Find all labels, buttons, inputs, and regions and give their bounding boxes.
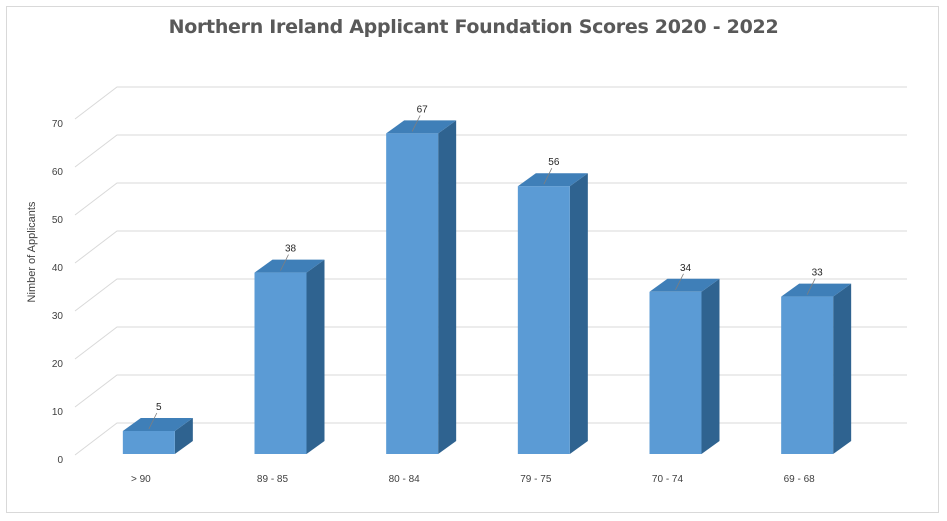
y-tick-label: 30	[52, 311, 64, 322]
bar	[386, 133, 439, 454]
x-tick-label: > 90	[131, 474, 151, 485]
data-label: 33	[812, 268, 824, 279]
bar	[649, 291, 702, 454]
gridline	[74, 134, 907, 168]
gridline	[74, 326, 907, 360]
data-label-leader	[148, 412, 158, 430]
bar-side	[569, 173, 588, 454]
data-label: 5	[156, 402, 162, 413]
x-tick-label: 80 - 84	[389, 474, 421, 485]
data-label: 67	[417, 104, 429, 115]
bar	[517, 186, 570, 454]
bar-top	[122, 418, 193, 431]
gridline	[74, 182, 907, 216]
bar	[781, 296, 834, 454]
bar-top	[386, 120, 457, 134]
data-label-leader	[806, 278, 816, 295]
data-label-leader	[280, 254, 289, 271]
x-tick-label: 79 - 75	[520, 474, 552, 485]
bar	[122, 431, 175, 454]
bar	[254, 272, 307, 454]
data-label-leader	[411, 115, 421, 132]
bar-top	[649, 278, 720, 292]
bar-side	[306, 259, 325, 454]
x-tick-label: 89 - 85	[257, 474, 289, 485]
gridline	[74, 278, 907, 312]
gridline	[74, 230, 907, 264]
bar-top	[781, 283, 852, 297]
bar-side	[438, 120, 457, 455]
y-tick-label: 50	[52, 215, 64, 226]
chart-title: Northern Ireland Applicant Foundation Sc…	[168, 16, 779, 38]
bar-side	[174, 418, 193, 454]
y-tick-label: 10	[52, 407, 64, 418]
bar-side	[701, 278, 720, 454]
x-tick-label: 70 - 74	[652, 474, 684, 485]
data-label-leader	[543, 168, 553, 185]
data-label: 34	[680, 263, 692, 274]
bar-side	[833, 283, 852, 454]
y-tick-label: 60	[52, 167, 64, 178]
x-tick-label: 69 - 68	[784, 474, 816, 485]
y-tick-label: 70	[52, 119, 64, 130]
data-label-leader	[675, 273, 684, 290]
y-tick-label: 0	[57, 455, 63, 466]
gridline	[74, 422, 907, 456]
gridline	[74, 86, 907, 120]
y-tick-label: 40	[52, 263, 64, 274]
data-label: 56	[548, 157, 560, 168]
bar-top	[254, 259, 325, 273]
data-label: 38	[285, 244, 297, 255]
bar-top	[517, 173, 588, 187]
gridline	[74, 374, 907, 408]
y-tick-label: 20	[52, 359, 64, 370]
